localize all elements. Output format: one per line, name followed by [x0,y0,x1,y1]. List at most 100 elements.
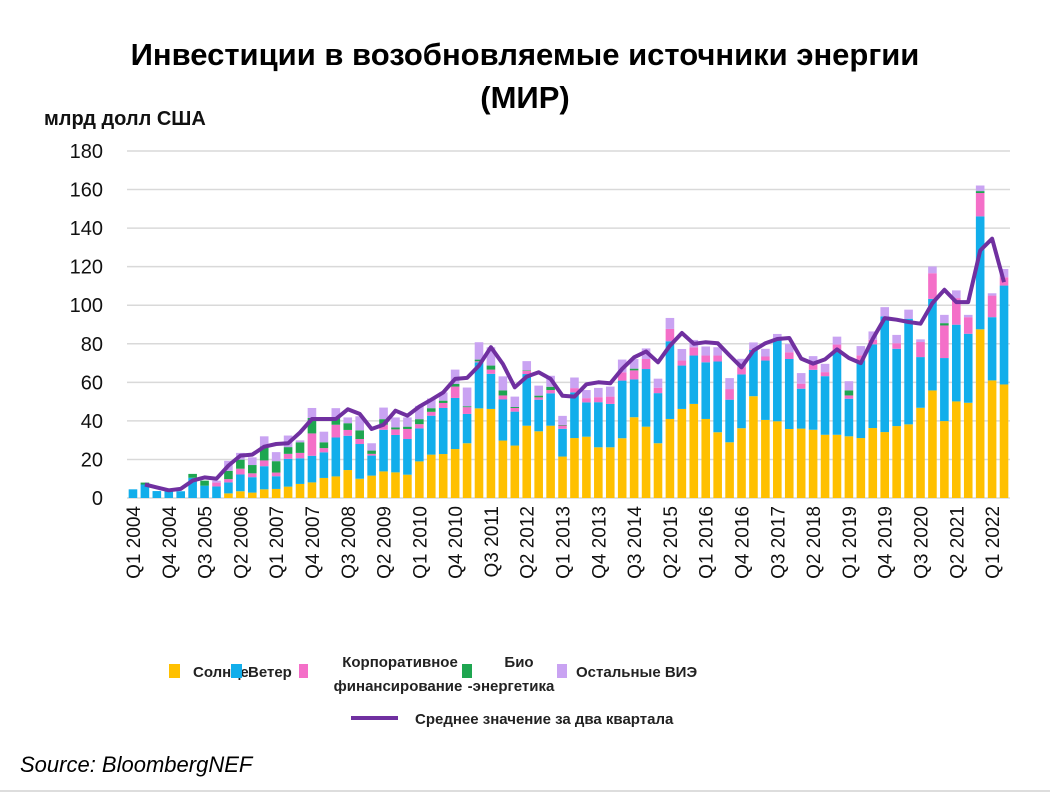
bar-segment [677,365,687,409]
x-tick-label: Q3 2005 [196,506,217,579]
bar-segment [450,369,460,384]
bar-segment [403,428,412,440]
bar-segment [653,393,663,444]
bar-segment [200,485,209,498]
x-tick-label: Q1 2022 [983,506,1004,579]
bar-segment [880,307,890,317]
bar-segment [761,419,770,498]
bar-segment [474,361,484,363]
bar-segment [916,339,925,343]
bar-segment [963,333,973,403]
bar-segment [510,407,520,408]
bar-segment [808,362,818,370]
bar-segment [796,373,806,384]
bar-segment [331,476,341,498]
bar-segment [355,439,364,445]
bar-segment [892,334,901,344]
bar-segment [820,434,830,498]
bar-segment [522,370,532,375]
x-tick-label: Q4 2004 [160,506,181,579]
bar-segment [677,360,687,366]
bar-segment [438,407,448,455]
bar-segment [701,355,711,363]
bar-segment [856,355,866,361]
bar-segment [474,342,484,360]
x-tick-label: Q3 2011 [482,506,503,577]
bar-segment [200,480,209,486]
bar-segment [784,343,794,353]
bar-segment [438,392,448,401]
y-tick-label: 160 [70,180,103,202]
bar-segment [617,359,627,373]
bar-segment [820,372,830,377]
bar-segment [808,429,818,498]
bar-segment [641,426,651,498]
bar-segment [892,348,901,427]
bar-segment [319,431,329,443]
bar-segment [677,408,687,498]
bar-segment [725,389,734,400]
x-tick-label: Q3 2008 [339,506,360,579]
bar-segment [534,395,543,398]
bar-segment [916,342,925,358]
y-tick-label: 20 [81,449,103,471]
bar-segment [761,360,770,420]
bar-segment [594,447,603,498]
y-tick-label: 180 [70,141,103,163]
bar-segment [784,428,794,498]
bar-segment [236,459,245,469]
bar-segment [176,491,185,498]
bar-segment [820,363,830,373]
bar-segment [725,378,734,390]
y-tick-label: 100 [70,295,103,317]
bar-segment [582,398,591,403]
bar-segment [773,333,782,339]
bar-segment [498,376,508,391]
bar-segment [259,446,269,461]
bar-segment [415,461,424,498]
bar-segment [486,369,496,374]
bar-segment [450,397,460,450]
x-tick-label: Q3 2017 [768,506,789,579]
bar-segment [391,429,400,435]
y-tick-label: 60 [81,372,103,394]
bar-segment [224,470,233,480]
bar-segment [438,402,448,408]
bar-segment [271,488,281,498]
bar-segment [546,386,555,391]
bar-segment [295,452,305,459]
bar-segment [844,395,854,399]
bar-segment [319,452,329,478]
bar-segment [271,472,281,477]
bars [128,185,1009,498]
x-tick-label: Q2 2018 [804,506,825,579]
bar-segment [343,417,353,424]
bar-segment [880,432,890,498]
bar-segment [653,443,663,498]
bar-segment [963,402,973,498]
bar-segment [367,443,376,451]
bar-segment [486,408,496,498]
bar-segment [940,314,949,324]
bar-segment [343,435,353,471]
bar-segment [307,417,317,434]
bar-segment [486,365,496,370]
bar-segment [224,482,233,494]
bar-segment [904,318,913,425]
bar-segment [403,426,412,429]
bar-segment [534,431,543,498]
bar-segment [880,316,890,433]
bar-segment [916,357,925,408]
bar-segment [438,400,448,403]
legend: Солнце Ветер Корпоративное финансировани… [169,654,697,728]
bar-segment [761,356,770,361]
bar-segment [355,430,364,440]
bar-segment [295,458,305,484]
bar-segment [438,454,448,498]
bar-segment [940,421,949,498]
bar-segment [510,407,520,412]
chart-title-line-2: (МИР) [480,80,569,115]
bar-segment [665,328,675,342]
bar-segment [415,428,424,462]
bar-segment [558,456,567,498]
